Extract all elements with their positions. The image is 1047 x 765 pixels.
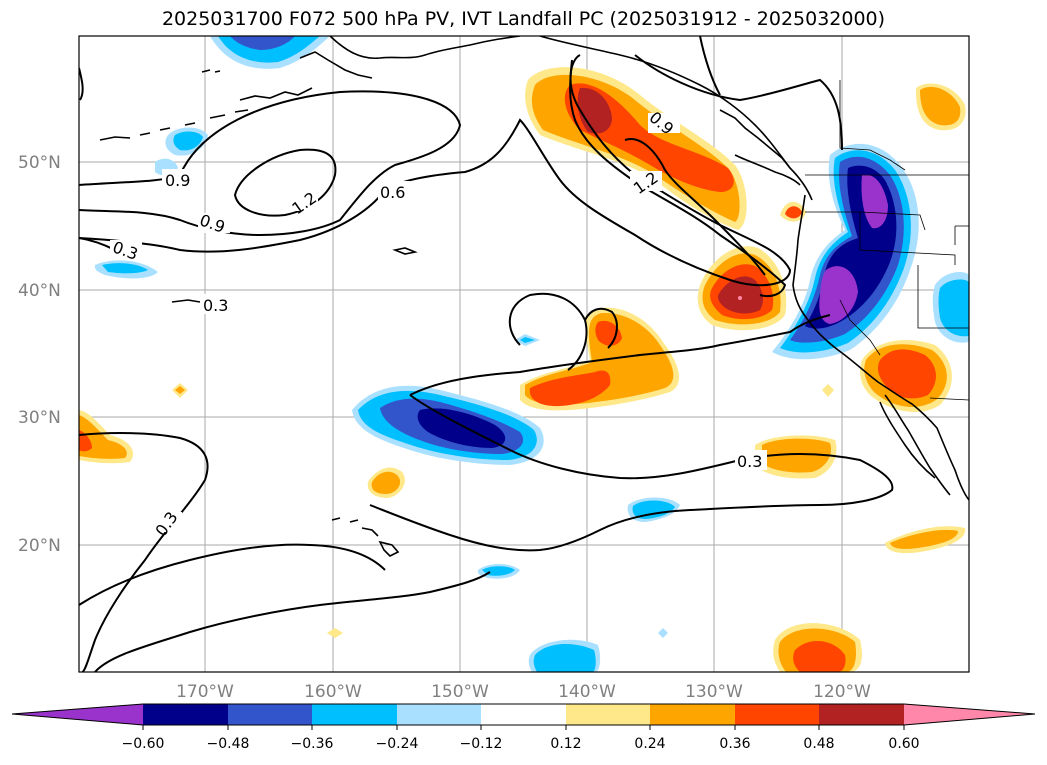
lat-label-20n: 20°N: [18, 536, 61, 556]
colorbar-swatch: [228, 704, 312, 725]
colorbar-tick-label: −0.60: [122, 736, 165, 752]
ivt-contours: [79, 36, 894, 672]
colorbar-swatch: [735, 704, 819, 725]
lon-label-130w: 130°W: [685, 682, 743, 702]
colorbar-swatch: [481, 704, 566, 725]
colorbar-tick-label: 0.36: [719, 736, 750, 752]
contour-label: 0.3: [203, 296, 228, 315]
coastlines: [99, 36, 969, 557]
colorbar-tick-label: 0.48: [803, 736, 834, 752]
lat-label-40n: 40°N: [18, 281, 61, 301]
map-border: [78, 35, 970, 673]
colorbar-swatch: [819, 704, 904, 725]
contour-label: 0.9: [165, 171, 190, 190]
colorbar-extend-low: [12, 704, 143, 725]
colorbar-tick-label: 0.24: [634, 736, 665, 752]
contour-labels: 0.9 1.2 0.6 0.9 0.3 0.3 0.9 1.2 0.3 0.3: [110, 108, 767, 540]
colorbar-swatch: [143, 704, 228, 725]
figure-title: 2025031700 F072 500 hPa PV, IVT Landfall…: [161, 8, 886, 30]
colorbar-tick-label: −0.36: [291, 736, 334, 752]
contour-label: 0.6: [380, 183, 405, 202]
colorbar-tick-label: 0.60: [888, 736, 919, 752]
colorbar-swatch: [650, 704, 735, 725]
lat-label-50n: 50°N: [18, 153, 61, 173]
latitude-labels: 50°N 40°N 30°N 20°N: [18, 153, 61, 556]
contour-label: 0.3: [737, 452, 762, 471]
colorbar-tick-label: 0.12: [550, 736, 581, 752]
colorbar-extend-high: [904, 704, 1035, 725]
lon-label-120w: 120°W: [813, 682, 871, 702]
colorbar-tick-label: −0.48: [207, 736, 250, 752]
colorbar-tick-label: −0.24: [376, 736, 419, 752]
lon-label-170w: 170°W: [176, 682, 234, 702]
colorbar-swatch: [397, 704, 481, 725]
colorbar: −0.60 −0.48 −0.36 −0.24 −0.12 0.12 0.24 …: [11, 703, 1036, 752]
lon-label-150w: 150°W: [431, 682, 489, 702]
pv-shading: [79, 36, 969, 672]
colorbar-tick-label: −0.12: [460, 736, 503, 752]
colorbar-swatch: [312, 704, 397, 725]
lon-label-140w: 140°W: [558, 682, 616, 702]
lon-label-160w: 160°W: [304, 682, 362, 702]
lat-label-30n: 30°N: [18, 408, 61, 428]
colorbar-swatch: [566, 704, 650, 725]
longitude-labels: 170°W 160°W 150°W 140°W 130°W 120°W: [176, 682, 871, 702]
